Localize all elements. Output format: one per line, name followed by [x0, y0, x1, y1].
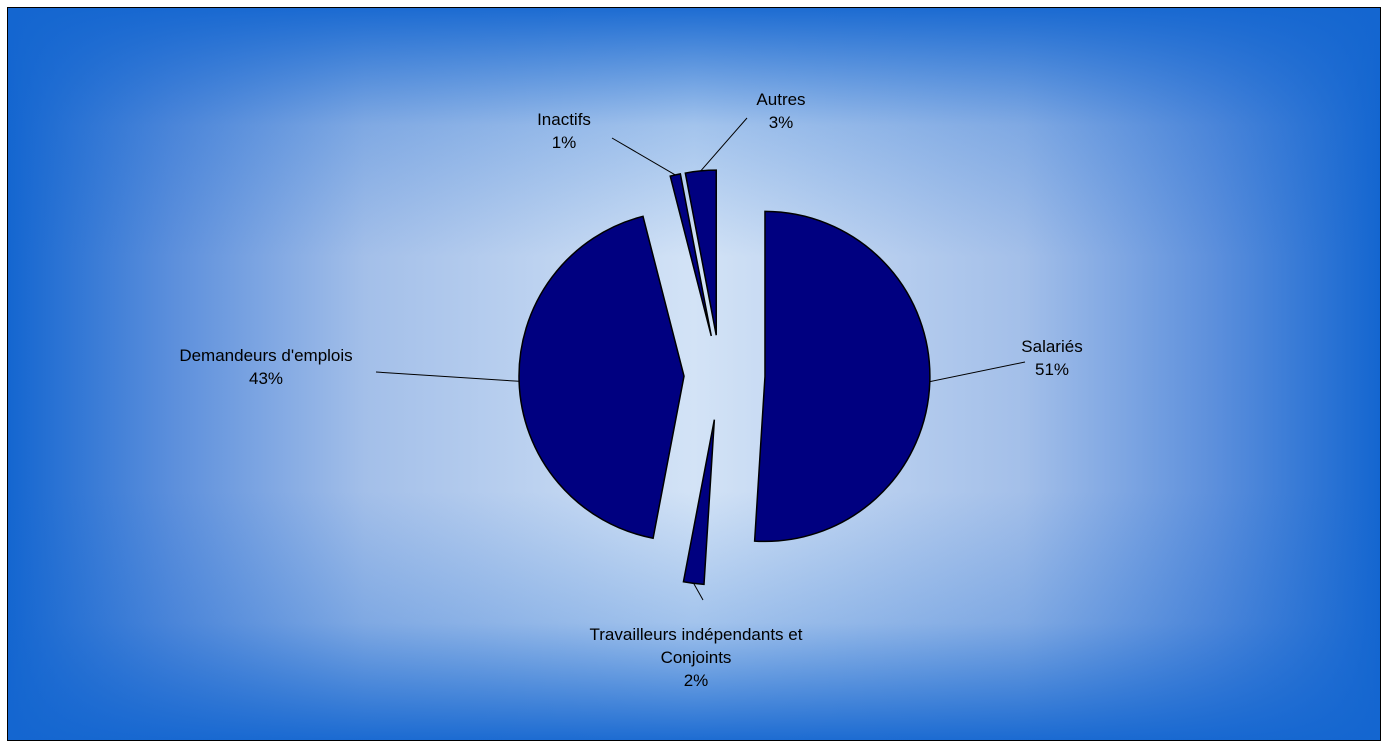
slice-name-label: Salariés — [1021, 337, 1082, 356]
slice-percent-label: 51% — [1035, 360, 1069, 379]
pie-slices — [518, 169, 931, 586]
slice-percent-label: 43% — [249, 369, 283, 388]
leader-line-inactifs — [611, 137, 676, 176]
pie-slice-inactifs — [669, 173, 713, 337]
pie-slice-demandeurs-d-emplois — [518, 215, 685, 540]
slice-label-inactifs: Inactifs 1% — [537, 110, 591, 152]
chart-frame — [7, 7, 1381, 741]
slice-name-label: Conjoints — [661, 648, 732, 667]
slice-name-label: Inactifs — [537, 110, 591, 129]
slice-percent-label: 2% — [684, 671, 709, 690]
slice-label-demandeurs-d-emplois: Demandeurs d'emplois 43% — [179, 346, 352, 388]
slice-percent-label: 3% — [769, 113, 794, 132]
slice-name-label: Demandeurs d'emplois — [179, 346, 352, 365]
leader-line-salaries — [929, 361, 1026, 383]
slice-percent-label: 1% — [552, 133, 577, 152]
leader-line-autres — [700, 117, 748, 172]
leader-line-travailleurs-independants-et-conjoints — [693, 583, 704, 601]
slice-name-label: Autres — [756, 90, 805, 109]
leader-line-demandeurs-d-emplois — [375, 371, 520, 382]
leader-lines — [375, 117, 1026, 601]
slice-label-autres: Autres 3% — [756, 90, 805, 132]
slice-label-travailleurs-independants-et-conjoints: Travailleurs indépendants et Conjoints 2% — [590, 625, 803, 690]
slice-name-label: Travailleurs indépendants et — [590, 625, 803, 644]
pie-slice-salaries — [753, 210, 931, 543]
chart-background-vignette — [8, 8, 1380, 740]
slice-labels: Salariés 51% Travailleurs indépendants et C… — [179, 90, 1082, 690]
slice-label-salaries: Salariés 51% — [1021, 337, 1082, 379]
pie-slice-travailleurs-independants-et-conjoints — [682, 419, 716, 586]
